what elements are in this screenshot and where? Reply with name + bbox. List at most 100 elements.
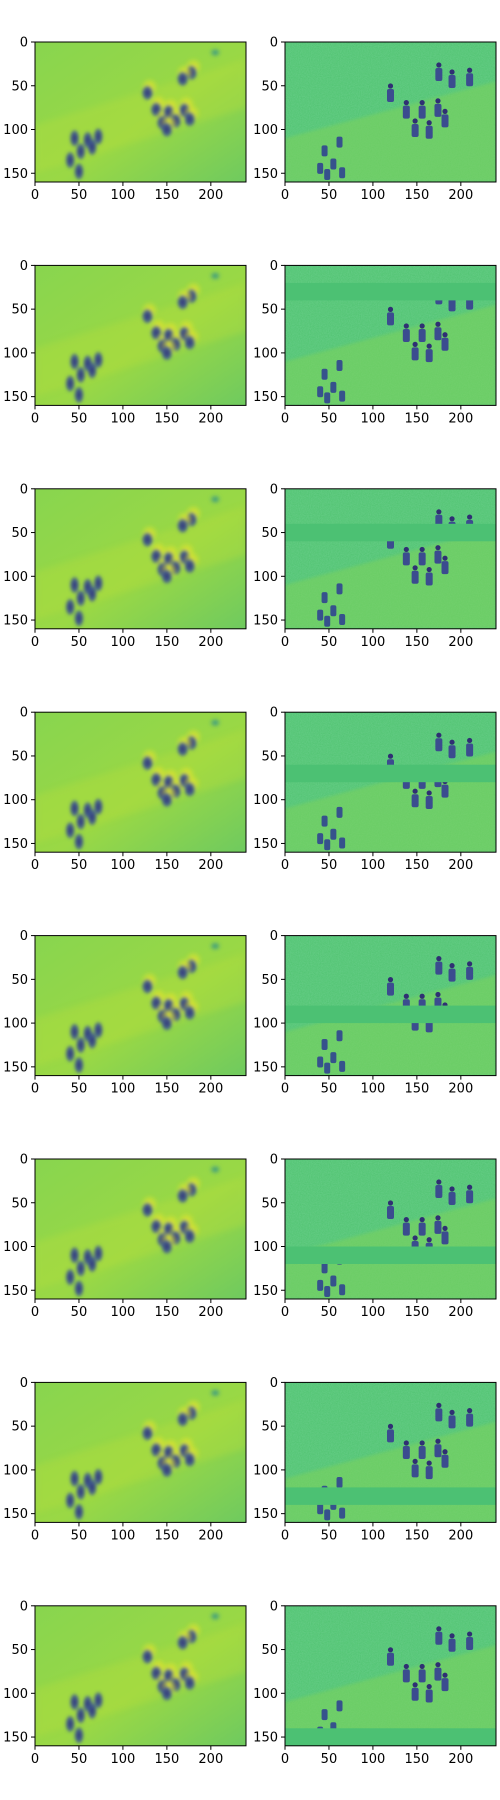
x-tick-200: 200: [198, 1299, 223, 1320]
figure-blob: [209, 494, 222, 505]
figure-blob: [69, 576, 80, 595]
figure-blob: [73, 385, 84, 404]
figure-body: [324, 1509, 331, 1521]
heatmap-image: [285, 712, 496, 853]
x-tick-200: 200: [198, 1745, 223, 1767]
panel-row4-right: 0 50 100 150 200 0 50 100 150: [253, 706, 497, 873]
x-tick-0: 0: [281, 1299, 289, 1320]
y-tick-label: 100: [253, 1687, 278, 1702]
axes-frame: [34, 1158, 247, 1300]
figure-blob: [141, 308, 154, 325]
y-tick-label: 150: [253, 1507, 278, 1522]
figure-blob: [209, 941, 222, 952]
figure-body: [336, 583, 343, 595]
y-tick-label: 150: [3, 614, 28, 629]
x-tick-label: 150: [154, 1752, 179, 1767]
x-tick-150: 150: [154, 1075, 179, 1097]
figure-body: [441, 784, 449, 798]
figure-blob: [75, 812, 86, 831]
figure-head: [387, 977, 394, 983]
figure-blob: [65, 821, 76, 840]
x-tick-label: 150: [154, 1528, 179, 1543]
y-tick-0: 0: [20, 36, 35, 51]
figure-body: [339, 1284, 346, 1296]
figure-body: [434, 1667, 442, 1681]
figure-body: [317, 833, 324, 845]
y-tick-50: 50: [261, 79, 285, 94]
x-tick-label: 0: [31, 1305, 39, 1320]
figure-body: [448, 1638, 456, 1652]
figure-body: [317, 1503, 324, 1515]
y-tick-0: 0: [20, 1599, 35, 1614]
figure-body: [324, 392, 331, 404]
y-tick-label: 50: [11, 1420, 28, 1435]
figure-body: [441, 337, 449, 351]
y-tick-50: 50: [11, 79, 35, 94]
x-tick-label: 100: [361, 1752, 386, 1767]
axes-frame: [34, 264, 247, 406]
y-tick-label: 150: [3, 1060, 28, 1075]
y-tick-150: 150: [253, 167, 285, 182]
x-tick-label: 100: [111, 188, 136, 203]
y-tick-label: 0: [20, 259, 28, 274]
y-tick-100: 100: [3, 1687, 35, 1702]
figure-head: [467, 1631, 473, 1637]
y-tick-label: 100: [253, 346, 278, 361]
x-tick-label: 150: [404, 1082, 429, 1097]
figure-head: [435, 991, 441, 998]
y-tick-0: 0: [20, 1153, 35, 1168]
figure-body: [330, 1052, 337, 1064]
figure-body: [435, 1631, 443, 1645]
x-tick-label: 50: [321, 1082, 338, 1097]
x-tick-100: 100: [361, 1299, 385, 1320]
figure-body: [441, 1678, 449, 1692]
axes-frame: [284, 264, 497, 406]
x-tick-150: 150: [154, 1299, 179, 1320]
figure-body: [321, 1038, 328, 1050]
x-tick-label: 100: [361, 188, 386, 203]
scene-blobs: [65, 1611, 222, 1745]
x-tick-100: 100: [361, 1522, 385, 1543]
x-tick-label: 200: [198, 1528, 223, 1543]
figure-head: [435, 1438, 441, 1444]
y-tick-label: 0: [270, 1376, 278, 1391]
figure-blob: [160, 344, 173, 361]
x-tick-label: 200: [448, 1305, 473, 1320]
x-tick-label: 150: [154, 188, 179, 203]
figure-head: [412, 565, 418, 571]
figure-blob: [141, 754, 154, 771]
heatmap-image: [285, 265, 496, 406]
y-tick-50: 50: [11, 526, 35, 541]
figure-body: [418, 1446, 426, 1460]
x-tick-label: 150: [154, 1305, 179, 1320]
figure-blob: [183, 557, 196, 574]
y-tick-50: 50: [261, 303, 285, 318]
figure-blob: [209, 1611, 222, 1622]
y-tick-label: 100: [253, 1463, 278, 1478]
figure-blob: [176, 740, 189, 757]
x-tick-100: 100: [361, 405, 385, 426]
figure-head: [435, 545, 441, 551]
figure-body: [448, 75, 456, 88]
figure-head: [449, 69, 455, 75]
figure-blob: [176, 1187, 189, 1204]
y-tick-label: 50: [11, 526, 28, 541]
figure-head: [419, 323, 425, 329]
x-tick-0: 0: [281, 1745, 289, 1767]
x-tick-label: 50: [71, 1752, 88, 1767]
x-tick-150: 150: [404, 1075, 429, 1097]
figure-blob: [69, 799, 80, 818]
figure-body: [387, 1429, 394, 1443]
axes-frame: [34, 711, 247, 853]
figure-blob: [183, 781, 196, 798]
figure-body: [402, 1669, 410, 1683]
figure-head: [426, 1460, 432, 1466]
figure-head: [436, 1402, 442, 1408]
x-tick-200: 200: [448, 852, 473, 873]
y-tick-label: 0: [20, 36, 28, 51]
figure-body: [324, 169, 331, 180]
figure-blob: [73, 1056, 84, 1075]
y-tick-label: 0: [20, 1376, 28, 1391]
x-tick-150: 150: [404, 628, 429, 650]
x-tick-0: 0: [31, 1522, 39, 1543]
